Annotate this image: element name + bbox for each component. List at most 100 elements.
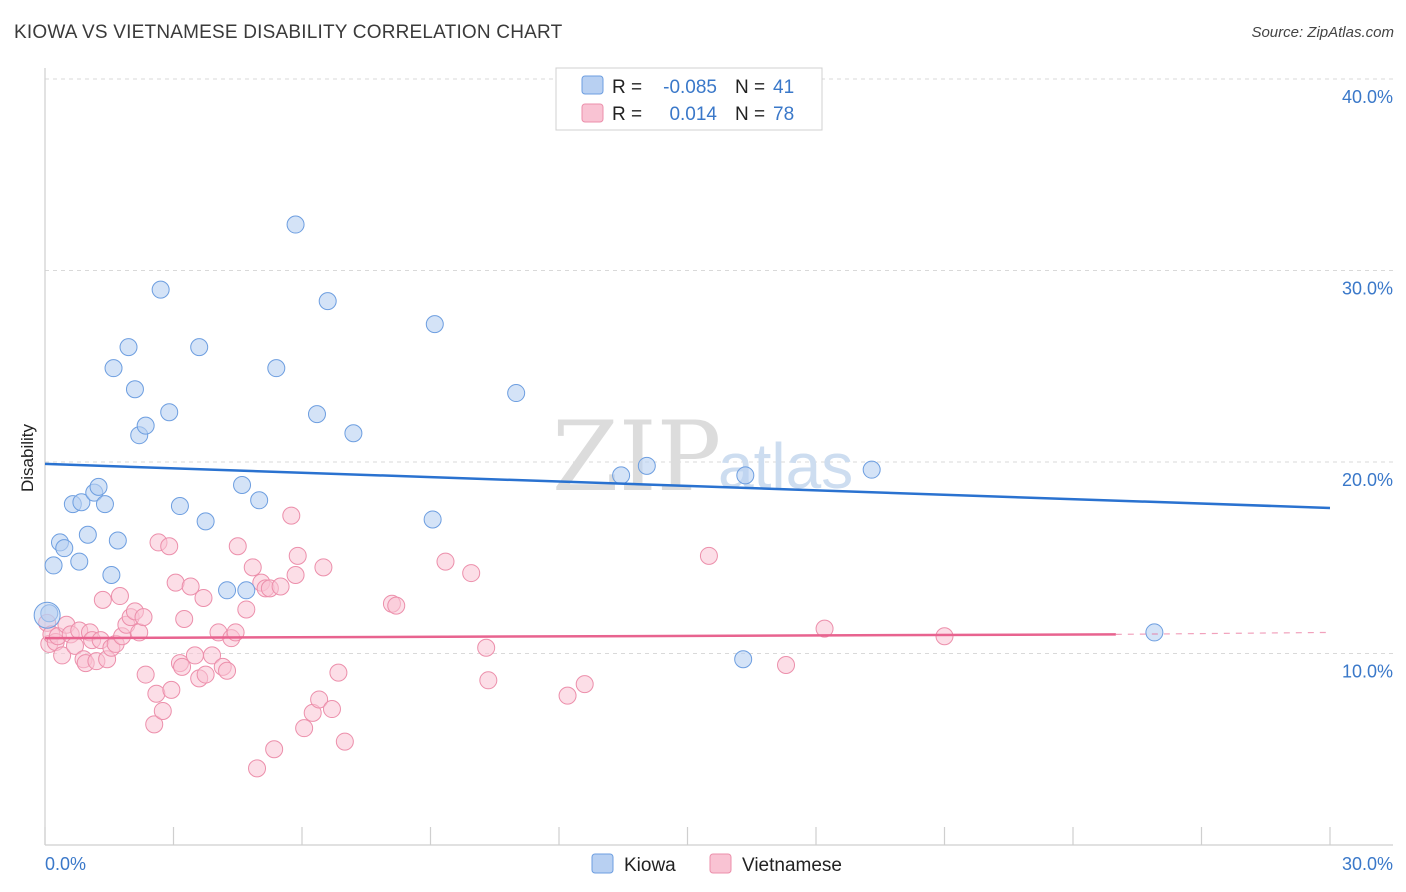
vietnamese-point-26 bbox=[134, 608, 153, 627]
kiowa-point-24 bbox=[233, 475, 252, 494]
vietnamese-point-73 bbox=[479, 671, 498, 690]
kiowa-point-25 bbox=[237, 581, 256, 600]
vietnamese-point-32 bbox=[160, 537, 179, 556]
kiowa-point-12 bbox=[104, 359, 123, 378]
vietnamese-point-63 bbox=[310, 690, 329, 709]
kiowa-point-10 bbox=[95, 495, 114, 514]
kiowa-point-cluster bbox=[33, 601, 61, 629]
vietnamese-point-72 bbox=[477, 638, 496, 657]
vietnamese-point-66 bbox=[329, 663, 348, 682]
kiowa-point-35 bbox=[612, 466, 631, 485]
kiowa-point-29 bbox=[307, 405, 326, 424]
vietnamese-point-50 bbox=[237, 600, 256, 619]
vietnamese-point-29 bbox=[147, 684, 166, 703]
y-axis-label: Disability bbox=[18, 423, 37, 492]
vietnamese-point-34 bbox=[166, 573, 185, 592]
kiowa-point-27 bbox=[267, 359, 286, 378]
vietnamese-point-75 bbox=[575, 675, 594, 694]
axes bbox=[44, 68, 1393, 846]
vietnamese-point-70 bbox=[436, 552, 455, 571]
vietnamese-point-43 bbox=[203, 646, 222, 665]
vietnamese-point-31 bbox=[153, 701, 172, 720]
vietnamese-point-36 bbox=[173, 657, 192, 676]
kiowa-point-13 bbox=[108, 531, 127, 550]
source-label: Source: ZipAtlas.com bbox=[1251, 24, 1394, 41]
vietnamese-point-65 bbox=[322, 700, 341, 719]
kiowa-point-23 bbox=[218, 581, 237, 600]
vietnamese-point-67 bbox=[335, 732, 354, 751]
vietnamese-point-37 bbox=[175, 610, 194, 629]
y-tick-labels: 10.0% 20.0% 30.0% 40.0% bbox=[1342, 87, 1393, 682]
kiowa-point-28 bbox=[286, 215, 305, 234]
kiowa-point-34 bbox=[507, 384, 526, 403]
vietnamese-point-60 bbox=[288, 546, 307, 565]
trend-lines bbox=[44, 462, 1331, 640]
legend-n-value-vietnamese: 78 bbox=[773, 104, 794, 125]
kiowa-point-26 bbox=[250, 491, 269, 510]
vietnamese-point-57 bbox=[271, 577, 290, 596]
kiowa-point-38 bbox=[736, 466, 755, 485]
kiowa-point-21 bbox=[190, 338, 209, 357]
x-tick-label-1: 30.0% bbox=[1342, 854, 1393, 874]
x-tick-label-0: 0.0% bbox=[45, 854, 86, 874]
vietnamese-point-27 bbox=[136, 665, 155, 684]
kiowa-point-6 bbox=[72, 493, 91, 512]
vietnamese-point-49 bbox=[228, 537, 247, 556]
kiowa-point-11 bbox=[102, 565, 121, 584]
kiowa-point-36 bbox=[637, 456, 656, 475]
vietnamese-point-20 bbox=[110, 587, 129, 606]
legend-r-label-kiowa: R = bbox=[612, 77, 642, 98]
kiowa-point-22 bbox=[196, 512, 215, 531]
vietnamese-point-69 bbox=[387, 596, 406, 615]
bottom-legend-label-kiowa: Kiowa bbox=[624, 855, 676, 876]
y-tick-label-3: 40.0% bbox=[1342, 87, 1393, 107]
legend-n-label-vietnamese: N = bbox=[735, 104, 765, 125]
vietnamese-point-64 bbox=[314, 558, 333, 577]
vietnamese-point-56 bbox=[265, 740, 284, 759]
bottom-legend: Kiowa Vietnamese bbox=[591, 853, 842, 876]
vietnamese-point-74 bbox=[558, 686, 577, 705]
kiowa-points bbox=[33, 215, 1164, 669]
kiowa-point-5 bbox=[70, 552, 89, 571]
kiowa-point-30 bbox=[318, 292, 337, 311]
watermark: ZIP atlas bbox=[552, 401, 853, 513]
vietnamese-point-77 bbox=[777, 655, 796, 674]
legend-swatch-vietnamese bbox=[581, 103, 604, 123]
kiowa-trend-line bbox=[44, 462, 1331, 510]
kiowa-point-14 bbox=[119, 338, 138, 357]
kiowa-point-18 bbox=[151, 280, 170, 299]
vietnamese-point-39 bbox=[185, 646, 204, 665]
vietnamese-point-38 bbox=[181, 577, 200, 596]
kiowa-point-7 bbox=[78, 525, 97, 544]
vietnamese-point-5 bbox=[53, 646, 72, 665]
vietnamese-point-78 bbox=[815, 619, 834, 638]
vietnamese-point-59 bbox=[286, 565, 305, 584]
vietnamese-point-28 bbox=[145, 715, 164, 734]
chart-title: KIOWA VS VIETNAMESE DISABILITY CORRELATI… bbox=[14, 22, 563, 43]
vietnamese-point-41 bbox=[194, 588, 213, 607]
vietnamese-point-51 bbox=[243, 558, 262, 577]
kiowa-point-19 bbox=[160, 403, 179, 422]
kiowa-point-37 bbox=[734, 650, 753, 669]
kiowa-point-39 bbox=[862, 460, 881, 479]
vietnamese-trend-line bbox=[44, 633, 1116, 640]
kiowa-point-3 bbox=[55, 539, 74, 558]
x-tick-labels: 0.0% 30.0% bbox=[45, 854, 1393, 874]
vietnamese-point-52 bbox=[248, 759, 267, 778]
y-tick-label-0: 10.0% bbox=[1342, 662, 1393, 682]
legend-r-label-vietnamese: R = bbox=[612, 104, 642, 125]
legend-n-label-kiowa: N = bbox=[735, 77, 765, 98]
kiowa-point-17 bbox=[136, 416, 155, 435]
legend-r-value-vietnamese: 0.014 bbox=[669, 104, 717, 125]
kiowa-point-15 bbox=[125, 380, 144, 399]
vietnamese-point-79 bbox=[935, 627, 954, 646]
bottom-legend-swatch-kiowa bbox=[591, 853, 614, 874]
vietnamese-point-42 bbox=[196, 665, 215, 684]
vietnamese-point-46 bbox=[218, 661, 237, 680]
legend-swatch-kiowa bbox=[581, 75, 604, 95]
kiowa-point-1 bbox=[44, 556, 63, 575]
vietnamese-point-71 bbox=[462, 564, 481, 583]
bottom-legend-swatch-vietnamese bbox=[709, 853, 732, 874]
vietnamese-point-58 bbox=[282, 506, 301, 525]
